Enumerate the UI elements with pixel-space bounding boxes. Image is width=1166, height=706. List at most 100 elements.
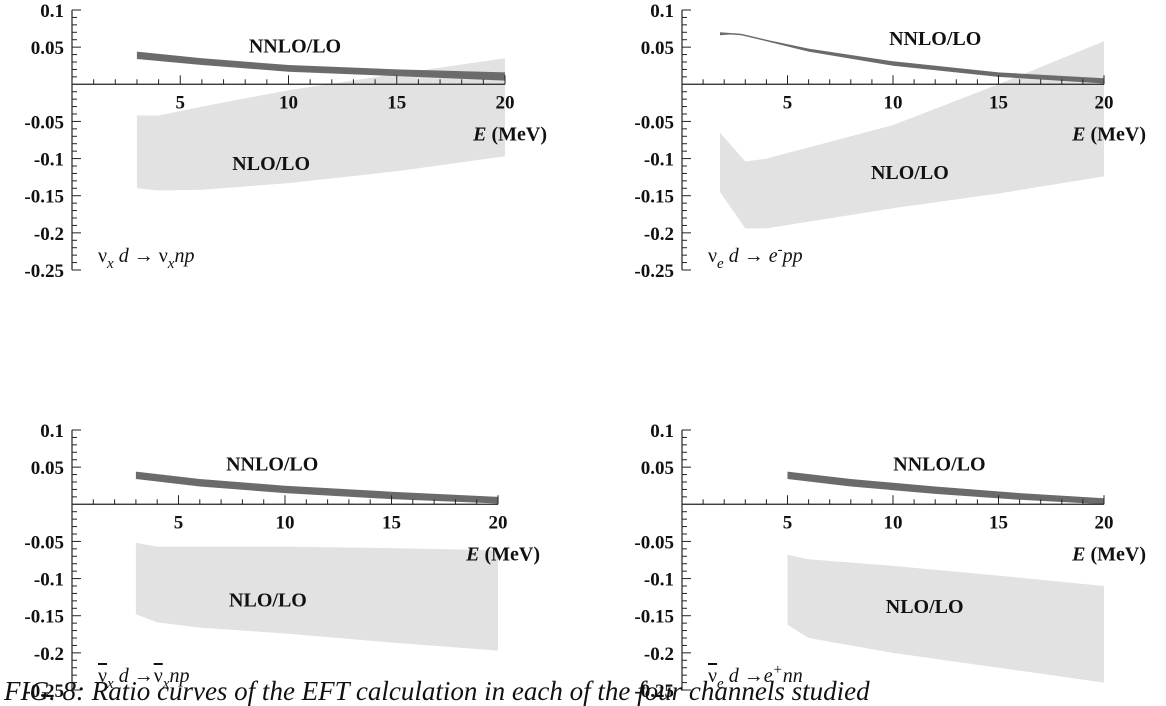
nlo-lo-band xyxy=(135,542,498,651)
process-part: - xyxy=(778,242,783,258)
process-part: ν xyxy=(708,245,717,267)
y-tick-label: -0.15 xyxy=(24,607,64,628)
x-tick-label: 5 xyxy=(783,512,793,533)
y-tick-label: -0.05 xyxy=(634,112,674,133)
y-tick-label: -0.25 xyxy=(24,261,64,282)
figure-caption: FIG. 8: Ratio curves of the EFT calculat… xyxy=(4,676,870,706)
nlo-lo-band xyxy=(720,41,1104,229)
nlo-lo-band xyxy=(136,58,505,191)
y-tick-label: -0.25 xyxy=(24,681,64,702)
x-tick-label: 5 xyxy=(176,92,186,113)
x-axis-unit: (MeV) xyxy=(479,543,540,565)
process-part: e xyxy=(764,245,778,267)
y-tick-label: -0.1 xyxy=(34,570,64,591)
y-tick-label: 0.1 xyxy=(650,1,674,22)
x-axis-unit: (MeV) xyxy=(486,123,547,145)
x-axis-title: E (MeV) xyxy=(465,543,540,565)
process-antineutrino: ν xyxy=(708,665,717,687)
chart-panel-nu-x-d: 0.1 0.05 -0.05 -0.1 -0.15 -0.2 -0.25 5 10 15 20 E (… xyxy=(24,1,547,282)
y-tick-label: 0.1 xyxy=(40,421,64,442)
process-part: ν xyxy=(98,245,107,267)
process-label: νx d → νxnp xyxy=(98,245,194,272)
process-part: np xyxy=(169,665,189,687)
x-tick-label: 20 xyxy=(496,92,515,113)
chart-panel-antinu-e-d: 0.1 0.05 -0.05 -0.1 -0.15 -0.2 -0.25 5 10 15 20 E (… xyxy=(634,421,1146,702)
y-tick-label: 0.05 xyxy=(641,38,674,59)
process-label: νx d →νxnp xyxy=(98,665,189,692)
nlo-lo-label: NLO/LO xyxy=(232,153,310,175)
y-tick-label: -0.1 xyxy=(34,150,64,171)
process-part: x xyxy=(106,256,114,272)
process-part: d xyxy=(724,245,744,267)
nnlo-lo-label: NNLO/LO xyxy=(889,28,981,50)
nnlo-lo-band xyxy=(787,471,1104,505)
y-tick-label: 0.1 xyxy=(650,421,674,442)
process-antineutrino: ν xyxy=(154,665,163,687)
x-axis-variable: E xyxy=(472,123,486,145)
process-part: np xyxy=(174,245,194,267)
x-tick-label: 20 xyxy=(1095,512,1114,533)
x-tick-label: 5 xyxy=(783,92,793,113)
y-tick-label: -0.05 xyxy=(24,532,64,553)
y-tick-label: -0.15 xyxy=(634,187,674,208)
x-tick-label: 10 xyxy=(884,512,903,533)
x-axis-title: E (MeV) xyxy=(1071,543,1146,565)
x-tick-label: 15 xyxy=(382,512,401,533)
nnlo-lo-band xyxy=(720,32,1104,84)
process-part: e xyxy=(717,256,724,272)
y-tick-label: 0.05 xyxy=(641,458,674,479)
y-tick-label: -0.25 xyxy=(634,681,674,702)
y-tick-label: 0.1 xyxy=(40,1,64,22)
nlo-lo-label: NLO/LO xyxy=(886,596,964,618)
nnlo-lo-band xyxy=(136,51,505,81)
process-part: → xyxy=(134,665,154,687)
nnlo-lo-label: NNLO/LO xyxy=(249,36,341,58)
nlo-lo-label: NLO/LO xyxy=(229,589,307,611)
process-part: nn xyxy=(783,665,803,687)
y-tick-label: -0.25 xyxy=(634,261,674,282)
process-part: e xyxy=(764,665,773,687)
y-tick-label: 0.05 xyxy=(31,458,64,479)
process-part: ν xyxy=(154,245,168,267)
process-part: x xyxy=(167,256,175,272)
y-tick-label: -0.05 xyxy=(24,112,64,133)
process-part: d xyxy=(724,665,744,687)
x-axis-unit: (MeV) xyxy=(1085,543,1146,565)
x-tick-label: 5 xyxy=(174,512,184,533)
y-tick-label: -0.15 xyxy=(634,607,674,628)
nnlo-lo-label: NNLO/LO xyxy=(893,453,985,475)
process-part: → xyxy=(134,245,154,267)
y-tick-label: -0.2 xyxy=(34,224,64,245)
x-tick-label: 20 xyxy=(1095,92,1114,113)
y-tick-label: -0.2 xyxy=(34,644,64,665)
process-part: e xyxy=(717,676,724,692)
x-axis-variable: E xyxy=(465,543,479,565)
process-part: d xyxy=(114,665,134,687)
chart-panel-antinu-x-d: 0.1 0.05 -0.05 -0.1 -0.15 -0.2 -0.25 5 10 15 20 E (… xyxy=(24,421,540,702)
process-part: → xyxy=(744,245,764,267)
y-tick-label: -0.05 xyxy=(634,532,674,553)
y-tick-label: -0.15 xyxy=(24,187,64,208)
process-label: νe d →e+nn xyxy=(708,662,803,692)
nnlo-lo-label: NNLO/LO xyxy=(226,453,318,475)
process-antineutrino: ν xyxy=(98,665,107,687)
chart-panel-nu-e-d: 0.1 0.05 -0.05 -0.1 -0.15 -0.2 -0.25 5 10 15 20 E (… xyxy=(634,1,1146,282)
y-tick-label: -0.2 xyxy=(644,224,674,245)
x-axis-title: E (MeV) xyxy=(472,123,547,145)
x-axis-variable: E xyxy=(1071,543,1085,565)
process-part: x xyxy=(162,676,170,692)
nlo-lo-band xyxy=(787,554,1104,683)
nnlo-lo-band xyxy=(135,471,498,504)
y-tick-label: -0.1 xyxy=(644,150,674,171)
y-tick-label: -0.1 xyxy=(644,570,674,591)
nlo-lo-label: NLO/LO xyxy=(871,162,949,184)
process-label: νe d → e-pp xyxy=(708,242,803,272)
process-part: pp xyxy=(781,245,803,267)
x-tick-label: 15 xyxy=(387,92,406,113)
x-tick-label: 10 xyxy=(279,92,298,113)
x-tick-label: 10 xyxy=(276,512,295,533)
x-tick-label: 10 xyxy=(884,92,903,113)
x-axis-unit: (MeV) xyxy=(1085,123,1146,145)
y-tick-label: 0.05 xyxy=(31,38,64,59)
